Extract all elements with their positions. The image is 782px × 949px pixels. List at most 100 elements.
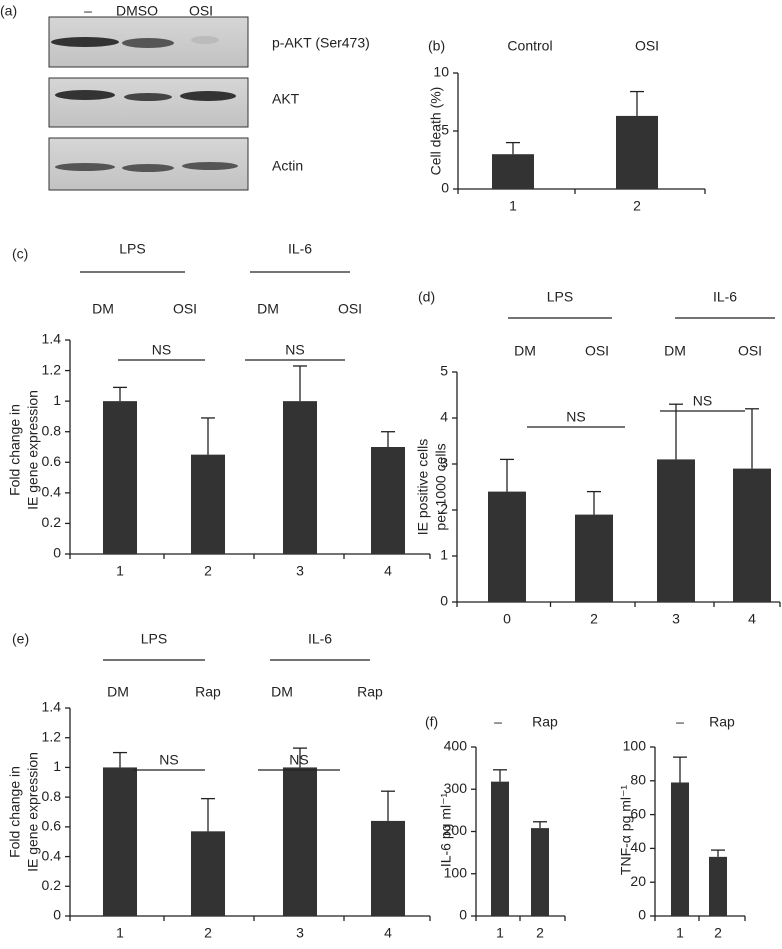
x-tick-label: 2	[714, 925, 722, 941]
column-label: Rap	[532, 714, 558, 730]
group-label: IL-6	[308, 631, 332, 647]
y-tick-label: 1	[440, 547, 448, 563]
column-label: –	[676, 714, 684, 730]
column-label: DM	[271, 684, 293, 700]
column-label: Rap	[357, 684, 383, 700]
y-tick-label: 10	[433, 64, 449, 80]
y-tick-label: 300	[444, 780, 468, 796]
x-tick-label: 3	[296, 925, 304, 941]
x-tick-label: 1	[509, 198, 517, 214]
y-axis-label: per 1000 cells	[433, 443, 449, 530]
y-tick-label: 400	[444, 738, 468, 754]
y-tick-label: 1	[53, 392, 61, 408]
ns-label: NS	[289, 752, 308, 768]
bar	[671, 782, 689, 916]
ns-label: NS	[285, 342, 304, 358]
y-tick-label: 1.4	[42, 331, 62, 347]
group-label: LPS	[547, 289, 573, 305]
y-tick-label: 60	[630, 805, 646, 821]
x-tick-label: 1	[676, 925, 684, 941]
x-tick-label: 0	[503, 611, 511, 627]
bar	[616, 115, 658, 189]
y-tick-label: 200	[444, 822, 468, 838]
column-label: Control	[507, 38, 552, 54]
panel-label: (f)	[425, 714, 438, 730]
bar	[103, 401, 137, 554]
bar	[283, 767, 317, 916]
blot-box	[48, 77, 249, 128]
lane-label: –	[84, 3, 92, 19]
ns-label: NS	[693, 393, 712, 409]
y-tick-label: 4	[440, 409, 448, 425]
x-tick-label: 4	[748, 611, 756, 627]
band	[55, 90, 115, 100]
column-label: DM	[664, 343, 686, 359]
x-tick-label: 2	[204, 925, 212, 941]
x-tick-label: 2	[633, 198, 641, 214]
bar	[575, 514, 613, 602]
bar	[531, 828, 549, 916]
y-tick-label: 0.8	[42, 788, 62, 804]
bar	[492, 154, 534, 189]
band	[122, 38, 174, 48]
y-tick-label: 80	[630, 772, 646, 788]
y-tick-label: 1.2	[42, 361, 62, 377]
band	[55, 163, 115, 171]
x-tick-label: 2	[590, 611, 598, 627]
lane-label: OSI	[189, 3, 213, 19]
x-tick-label: 4	[384, 925, 392, 941]
y-tick-label: 20	[630, 873, 646, 889]
y-axis-label: IE gene expression	[25, 752, 41, 872]
y-axis-label: IE positive cells	[415, 439, 431, 535]
column-label: OSI	[173, 301, 197, 317]
y-tick-label: 5	[440, 363, 448, 379]
column-label: OSI	[585, 343, 609, 359]
y-axis-label: IE gene expression	[25, 390, 41, 510]
column-label: OSI	[635, 38, 659, 54]
lane-label: DMSO	[116, 3, 158, 19]
y-tick-label: 100	[623, 738, 647, 754]
column-label: DM	[514, 343, 536, 359]
bar	[709, 856, 727, 916]
x-tick-label: 3	[672, 611, 680, 627]
bar	[283, 401, 317, 554]
ns-label: NS	[159, 752, 178, 768]
x-tick-label: 4	[384, 563, 392, 579]
y-tick-label: 0	[440, 593, 448, 609]
y-tick-label: 100	[444, 864, 468, 880]
column-label: DM	[107, 684, 129, 700]
column-label: DM	[257, 301, 279, 317]
y-tick-label: 3	[440, 455, 448, 471]
y-tick-label: 0	[53, 545, 61, 561]
y-tick-label: 0.4	[42, 484, 62, 500]
y-tick-label: 0.8	[42, 422, 62, 438]
y-axis-label: Fold change in	[7, 404, 23, 496]
x-tick-label: 2	[204, 563, 212, 579]
y-tick-label: 0.2	[42, 877, 62, 893]
panel-label: (b)	[428, 38, 445, 54]
column-label: OSI	[738, 343, 762, 359]
bar	[371, 820, 405, 916]
y-tick-label: 0.2	[42, 514, 62, 530]
x-tick-label: 1	[496, 925, 504, 941]
band	[124, 93, 172, 101]
y-tick-label: 0.6	[42, 818, 62, 834]
row-label: AKT	[272, 91, 300, 107]
bar	[733, 468, 771, 602]
band	[191, 36, 219, 44]
y-tick-label: 5	[441, 122, 449, 138]
column-label: –	[494, 714, 502, 730]
bar	[491, 781, 509, 916]
bar	[657, 459, 695, 602]
group-label: LPS	[141, 631, 167, 647]
y-tick-label: 1.2	[42, 728, 62, 744]
bar	[488, 491, 526, 602]
band	[122, 164, 174, 172]
panel-label: (c)	[12, 246, 28, 262]
group-label: IL-6	[288, 241, 312, 257]
y-tick-label: 0.4	[42, 847, 62, 863]
group-label: IL-6	[713, 289, 737, 305]
y-axis-label: Fold change in	[7, 766, 23, 858]
y-axis-label: Cell death (%)	[428, 87, 444, 176]
